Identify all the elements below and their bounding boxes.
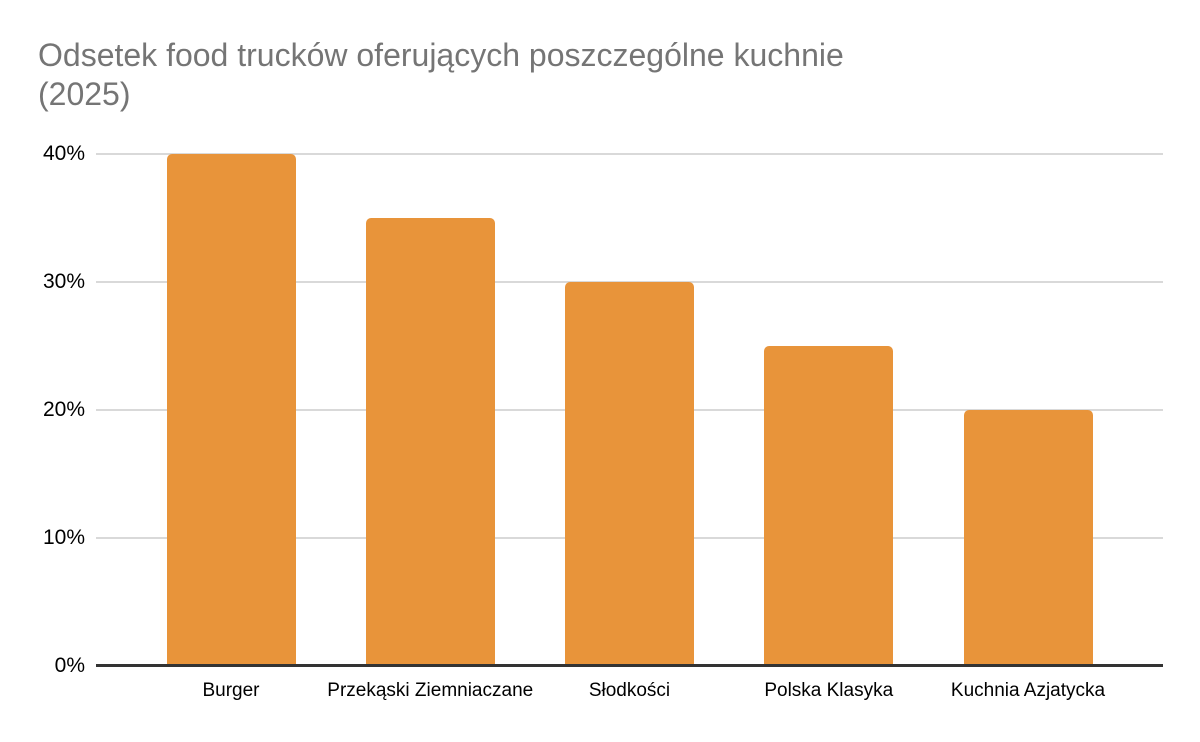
x-tick-label-s-odko-ci: Słodkości — [588, 680, 671, 701]
gridline-40 — [96, 153, 1163, 155]
bar-burger — [167, 154, 296, 666]
bar-s-odko-ci — [565, 282, 694, 666]
chart-title-line2: (2025) — [38, 76, 131, 112]
x-tick-label-przek-ski-ziemniaczane: Przekąski Ziemniaczane — [327, 680, 534, 701]
y-tick-label-20: 20% — [42, 398, 85, 421]
y-tick-label-0: 0% — [54, 654, 85, 677]
bar-polska-klasyka — [764, 346, 893, 666]
x-axis-line — [96, 664, 1163, 667]
y-tick-label-40: 40% — [42, 142, 85, 165]
bar-przek-ski-ziemniaczane — [366, 218, 495, 666]
bar-kuchnia-azjatycka — [964, 410, 1093, 666]
x-tick-label-polska-klasyka: Polska Klasyka — [764, 680, 894, 701]
chart-title: Odsetek food trucków oferujących poszcze… — [38, 36, 1148, 114]
chart-title-line1: Odsetek food trucków oferujących poszcze… — [38, 37, 844, 73]
y-tick-label-10: 10% — [42, 526, 85, 549]
x-tick-label-kuchnia-azjatycka: Kuchnia Azjatycka — [950, 680, 1106, 701]
y-tick-label-30: 30% — [42, 270, 85, 293]
x-tick-label-burger: Burger — [202, 680, 260, 701]
